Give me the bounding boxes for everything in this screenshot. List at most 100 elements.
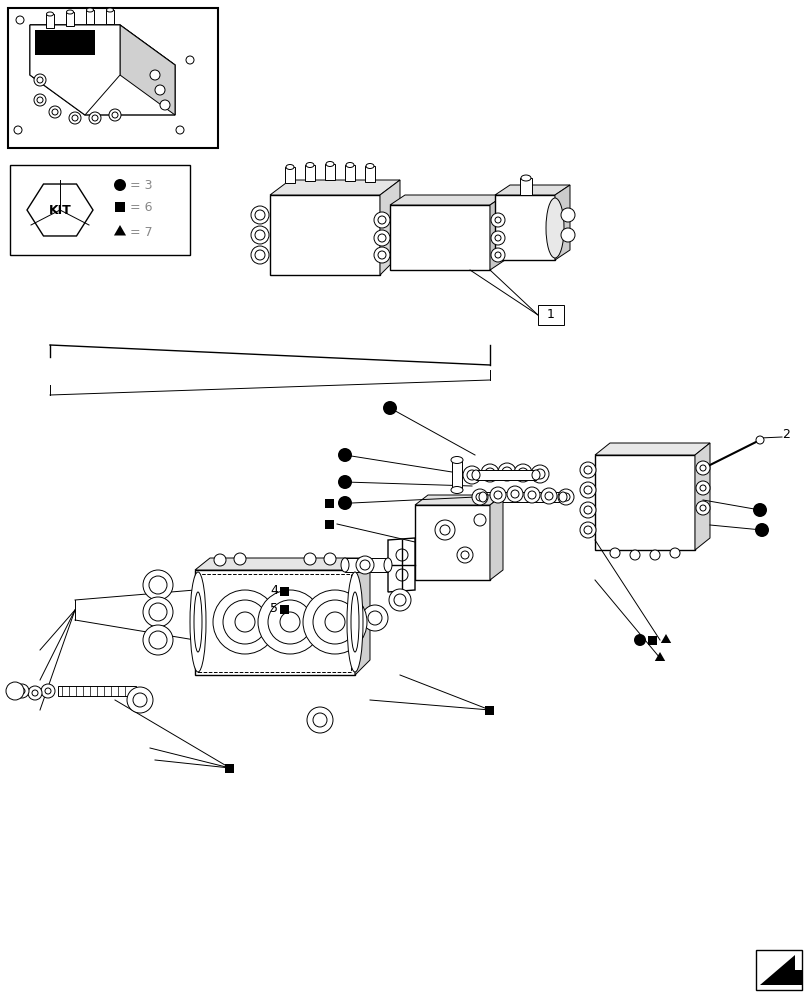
Circle shape — [474, 514, 486, 526]
Polygon shape — [489, 195, 504, 270]
Polygon shape — [389, 195, 504, 205]
Bar — [325, 498, 334, 508]
Circle shape — [214, 554, 225, 566]
Circle shape — [367, 611, 381, 625]
Circle shape — [506, 486, 522, 502]
Circle shape — [560, 228, 574, 242]
Bar — [285, 167, 294, 183]
Polygon shape — [414, 495, 502, 505]
Polygon shape — [489, 495, 502, 580]
Bar — [46, 14, 54, 28]
Circle shape — [457, 547, 473, 563]
Ellipse shape — [346, 572, 363, 672]
Circle shape — [489, 487, 505, 503]
Polygon shape — [495, 195, 554, 260]
Circle shape — [160, 100, 169, 110]
Circle shape — [133, 693, 147, 707]
Circle shape — [52, 109, 58, 115]
Ellipse shape — [558, 492, 566, 502]
Bar — [66, 12, 74, 26]
Bar — [324, 164, 335, 180]
Bar — [225, 764, 234, 772]
Ellipse shape — [531, 470, 539, 480]
Circle shape — [583, 466, 591, 474]
Circle shape — [699, 465, 705, 471]
Polygon shape — [380, 180, 400, 275]
Bar — [280, 586, 290, 595]
Circle shape — [378, 251, 385, 259]
Circle shape — [534, 469, 544, 479]
Ellipse shape — [194, 592, 202, 652]
Circle shape — [324, 553, 336, 565]
Circle shape — [303, 590, 367, 654]
Circle shape — [561, 493, 569, 501]
Polygon shape — [27, 184, 93, 236]
Bar — [475, 470, 535, 480]
Polygon shape — [495, 185, 569, 195]
Circle shape — [234, 553, 246, 565]
Circle shape — [280, 612, 299, 632]
Circle shape — [14, 126, 22, 134]
Circle shape — [251, 226, 268, 244]
Circle shape — [495, 217, 500, 223]
Circle shape — [609, 548, 620, 558]
Circle shape — [461, 551, 469, 559]
Bar — [10, 165, 190, 255]
Circle shape — [527, 491, 535, 499]
Circle shape — [92, 115, 98, 121]
Circle shape — [583, 506, 591, 514]
Text: 1: 1 — [547, 308, 554, 322]
Bar — [365, 166, 375, 182]
Circle shape — [699, 505, 705, 511]
Circle shape — [435, 520, 454, 540]
Polygon shape — [35, 30, 95, 55]
Bar — [485, 706, 494, 714]
Text: = 6: = 6 — [130, 201, 152, 214]
Circle shape — [497, 463, 515, 481]
Bar — [345, 558, 388, 572]
Bar — [325, 520, 334, 528]
Circle shape — [114, 179, 126, 191]
Circle shape — [517, 468, 527, 478]
Circle shape — [143, 570, 173, 600]
Polygon shape — [554, 185, 569, 260]
Polygon shape — [30, 25, 175, 65]
Circle shape — [579, 482, 595, 498]
Circle shape — [143, 625, 173, 655]
Circle shape — [127, 687, 152, 713]
Ellipse shape — [450, 487, 462, 493]
Bar — [414, 505, 489, 580]
Circle shape — [41, 684, 55, 698]
Circle shape — [374, 230, 389, 246]
Circle shape — [89, 112, 101, 124]
Circle shape — [307, 707, 333, 733]
Bar — [594, 455, 694, 550]
Bar — [648, 636, 657, 644]
Circle shape — [362, 605, 388, 631]
Circle shape — [752, 503, 766, 517]
Ellipse shape — [87, 8, 93, 12]
Polygon shape — [594, 443, 709, 455]
Circle shape — [633, 634, 646, 646]
Circle shape — [268, 600, 311, 644]
Circle shape — [45, 688, 51, 694]
Bar — [483, 492, 562, 502]
Circle shape — [462, 466, 480, 484]
Ellipse shape — [350, 592, 358, 652]
Circle shape — [378, 234, 385, 242]
Ellipse shape — [306, 163, 314, 168]
Circle shape — [312, 600, 357, 644]
Circle shape — [374, 247, 389, 263]
Bar — [106, 10, 114, 24]
Circle shape — [143, 597, 173, 627]
Text: KIT: KIT — [49, 204, 71, 217]
Circle shape — [355, 556, 374, 574]
Circle shape — [255, 210, 264, 220]
Ellipse shape — [106, 8, 114, 12]
Polygon shape — [389, 205, 489, 270]
Circle shape — [583, 486, 591, 494]
Ellipse shape — [521, 175, 530, 181]
Circle shape — [493, 491, 501, 499]
Circle shape — [374, 212, 389, 228]
Circle shape — [396, 569, 407, 581]
